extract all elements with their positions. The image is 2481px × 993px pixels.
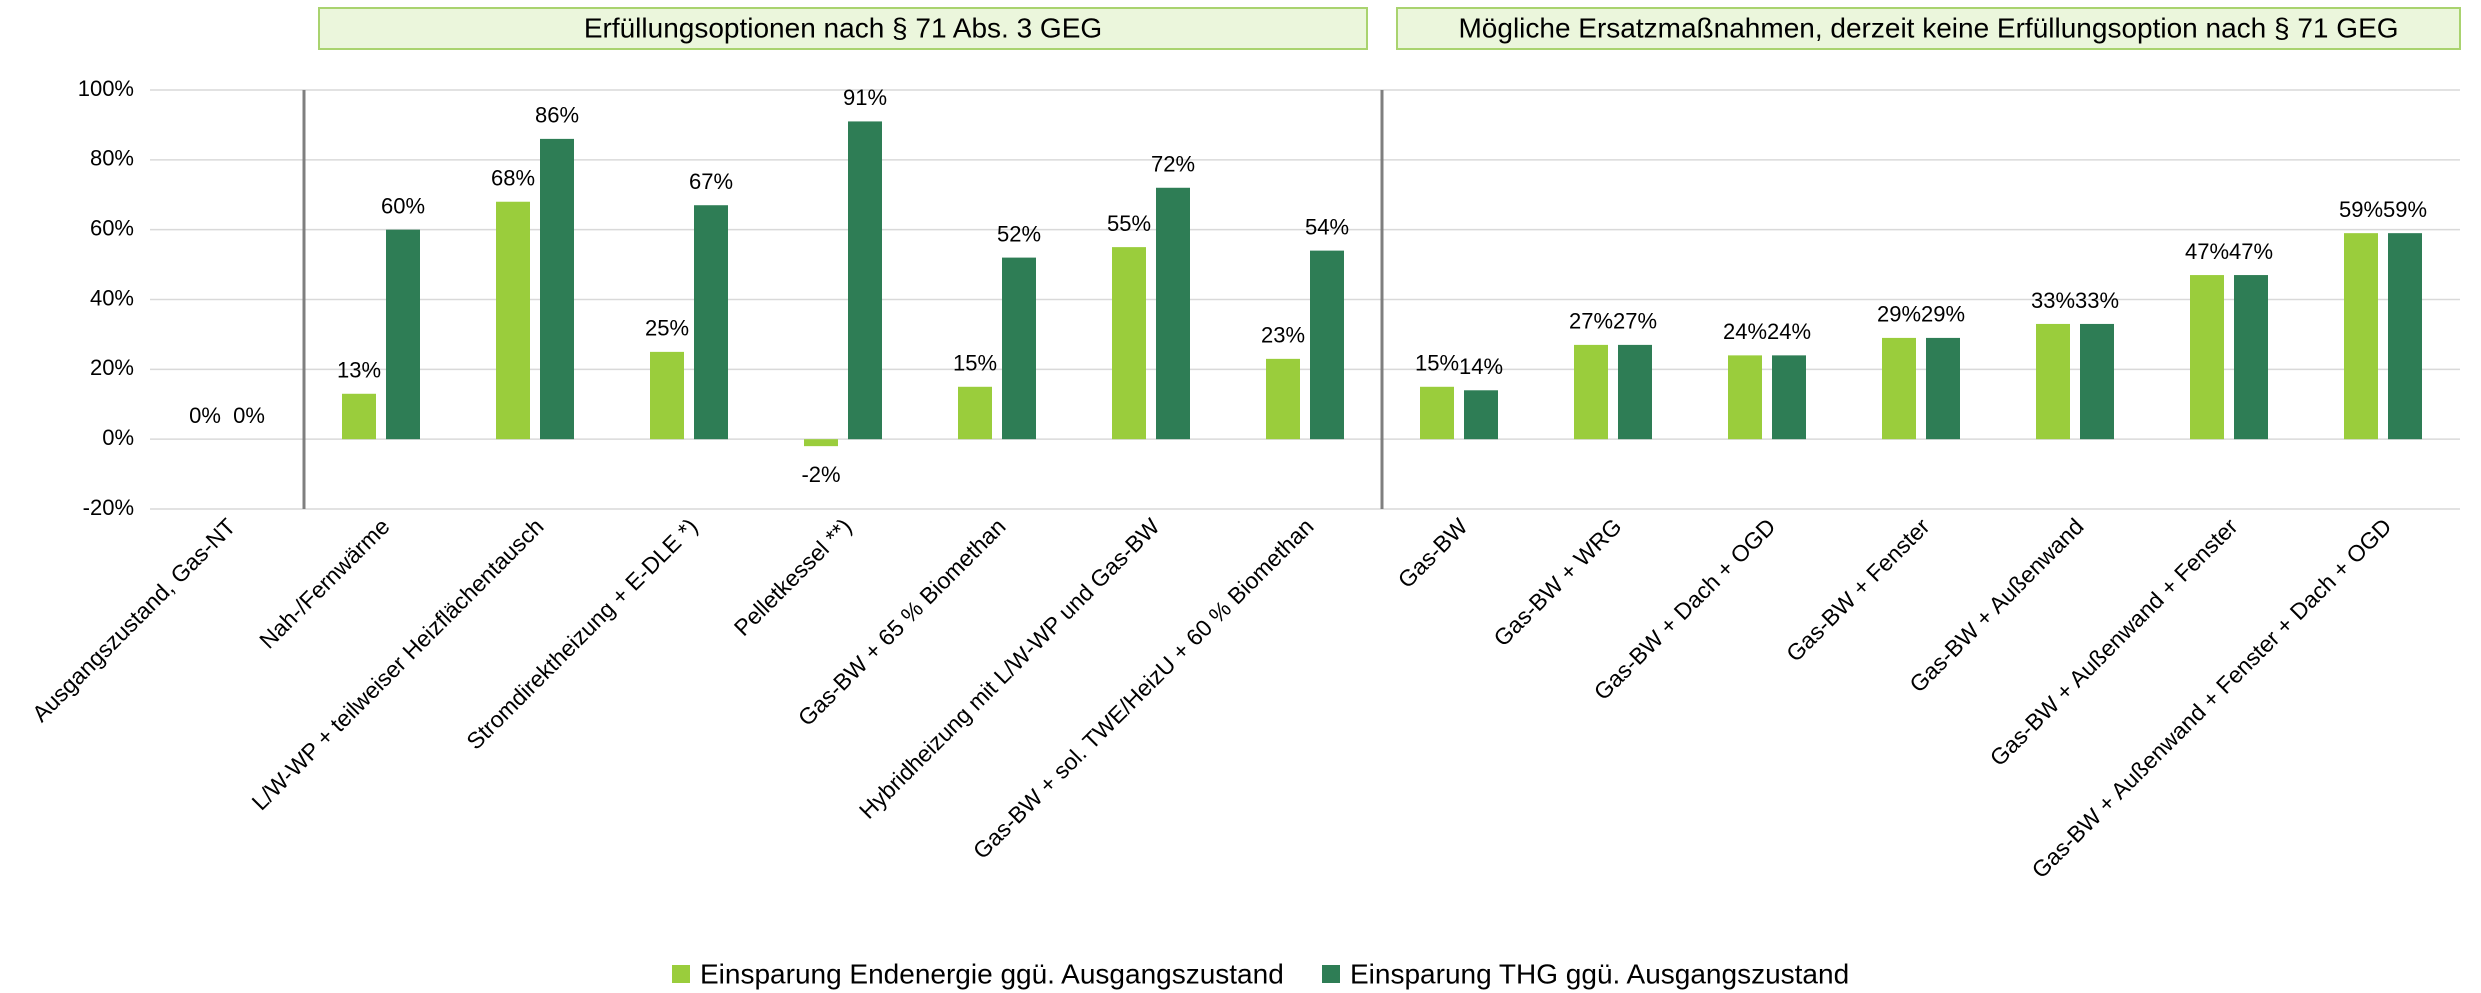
value-label: 54% xyxy=(1305,214,1349,239)
value-label: 52% xyxy=(997,221,1041,246)
bar xyxy=(2036,323,2070,440)
bar xyxy=(1618,344,1652,440)
bar xyxy=(2234,275,2268,440)
x-tick-label: Gas-BW + sol. TWE/HeizU + 60 % Biomethan xyxy=(968,513,1319,864)
value-label: 29% xyxy=(1877,302,1921,327)
bar xyxy=(1728,355,1762,440)
legend-swatch xyxy=(1322,965,1340,983)
bar xyxy=(2080,323,2114,440)
x-tick-label: Gas-BW + Außenwand xyxy=(1904,513,2088,697)
y-tick-label: -20% xyxy=(83,495,134,520)
bar xyxy=(2344,233,2378,440)
value-label: 24% xyxy=(1723,319,1767,344)
bar xyxy=(1002,257,1036,440)
bar xyxy=(540,138,574,440)
value-label: 27% xyxy=(1569,309,1613,334)
y-tick-label: 100% xyxy=(78,76,134,101)
x-tick-label: Gas-BW + Fenster xyxy=(1781,513,1935,667)
bar xyxy=(1574,344,1608,440)
y-tick-label: 0% xyxy=(102,425,134,450)
value-label: 0% xyxy=(233,403,265,428)
bar xyxy=(650,351,684,440)
value-label: 68% xyxy=(491,166,535,191)
bar xyxy=(958,386,992,440)
bar xyxy=(1772,355,1806,440)
value-label: 25% xyxy=(645,316,689,341)
value-label: 47% xyxy=(2229,239,2273,264)
value-label: 29% xyxy=(1921,302,1965,327)
bar xyxy=(1882,337,1916,440)
x-tick-label: Gas-BW + WRG xyxy=(1488,513,1626,651)
value-label: 15% xyxy=(1415,351,1459,376)
x-tick-label: Gas-BW xyxy=(1393,513,1473,593)
y-tick-label: 20% xyxy=(90,355,134,380)
legend-label: Einsparung Endenergie ggü. Ausgangszusta… xyxy=(700,958,1284,989)
value-label: 24% xyxy=(1767,319,1811,344)
value-label: 33% xyxy=(2031,288,2075,313)
bar xyxy=(342,393,376,440)
value-label: 86% xyxy=(535,103,579,128)
value-label: 13% xyxy=(337,358,381,383)
value-label: 55% xyxy=(1107,211,1151,236)
bar xyxy=(848,121,882,440)
value-label: 33% xyxy=(2075,288,2119,313)
y-tick-label: 80% xyxy=(90,146,134,171)
header-text: Erfüllungsoptionen nach § 71 Abs. 3 GEG xyxy=(584,12,1102,43)
value-label: 14% xyxy=(1459,354,1503,379)
legend-label: Einsparung THG ggü. Ausgangszustand xyxy=(1350,958,1849,989)
x-tick-label: L/W-WP + teilweiser Heizflächentausch xyxy=(246,513,548,815)
value-label: 91% xyxy=(843,85,887,110)
x-tick-label: Ausgangszustand, Gas-NT xyxy=(27,513,241,727)
value-label: 27% xyxy=(1613,309,1657,334)
header-text: Mögliche Ersatzmaßnahmen, derzeit keine … xyxy=(1458,12,2398,43)
bar xyxy=(1464,390,1498,440)
y-tick-label: 40% xyxy=(90,285,134,310)
x-tick-label: Gas-BW + Außenwand + Fenster + Dach + OG… xyxy=(2027,513,2397,883)
value-label: 59% xyxy=(2383,197,2427,222)
value-label: 67% xyxy=(689,169,733,194)
x-tick-label: Gas-BW + Dach + OGD xyxy=(1589,513,1781,705)
y-tick-label: 60% xyxy=(90,215,134,240)
x-tick-label: Nah-/Fernwärme xyxy=(254,513,394,653)
x-tick-label: Gas-BW + Außenwand + Fenster xyxy=(1985,513,2243,771)
bar xyxy=(1926,337,1960,440)
bar xyxy=(2388,233,2422,440)
value-label: 0% xyxy=(189,403,221,428)
bar xyxy=(1112,247,1146,440)
header-box xyxy=(318,7,1368,50)
bar xyxy=(496,201,530,440)
value-label: 47% xyxy=(2185,239,2229,264)
bar xyxy=(1266,358,1300,440)
x-tick-label: Pelletkessel **) xyxy=(729,513,857,641)
value-label: 23% xyxy=(1261,323,1305,348)
value-label: 59% xyxy=(2339,197,2383,222)
value-label: -2% xyxy=(801,462,840,487)
value-label: 72% xyxy=(1151,152,1195,177)
bar xyxy=(1420,386,1454,440)
header-box xyxy=(1396,7,2461,50)
bar xyxy=(804,439,838,447)
value-label: 60% xyxy=(381,193,425,218)
x-tick-label: Hybridheizung mit L/W-WP und Gas-BW xyxy=(854,513,1165,824)
bar xyxy=(1310,250,1344,440)
bar xyxy=(2190,275,2224,440)
bar xyxy=(694,205,728,440)
legend-swatch xyxy=(672,965,690,983)
bar xyxy=(1156,187,1190,440)
bar xyxy=(386,229,420,440)
value-label: 15% xyxy=(953,351,997,376)
